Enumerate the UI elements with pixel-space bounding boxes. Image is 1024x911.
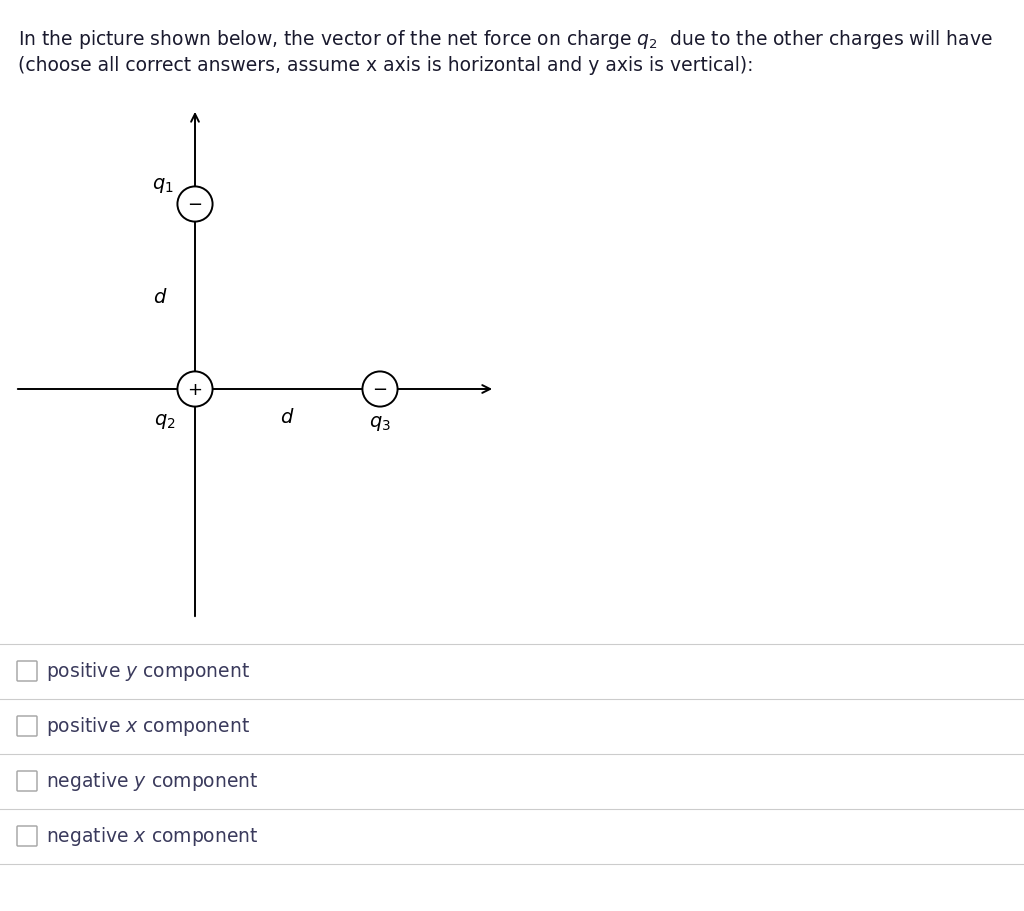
Text: $q_2$: $q_2$ <box>154 411 175 430</box>
Text: negative $x$ component: negative $x$ component <box>46 824 259 847</box>
Text: −: − <box>373 381 387 398</box>
Text: $d$: $d$ <box>153 288 168 307</box>
Circle shape <box>362 372 397 407</box>
Text: positive $x$ component: positive $x$ component <box>46 715 250 738</box>
FancyBboxPatch shape <box>17 826 37 846</box>
Text: negative $y$ component: negative $y$ component <box>46 770 259 793</box>
Text: positive $y$ component: positive $y$ component <box>46 660 250 682</box>
Circle shape <box>177 372 213 407</box>
Text: −: − <box>187 196 203 214</box>
Text: +: + <box>187 381 203 398</box>
FancyBboxPatch shape <box>17 771 37 791</box>
Text: $q_3$: $q_3$ <box>369 413 391 432</box>
Text: $d$: $d$ <box>281 407 295 426</box>
Text: In the picture shown below, the vector of the net force on charge $q_2$  due to : In the picture shown below, the vector o… <box>18 28 993 51</box>
Text: $q_1$: $q_1$ <box>152 176 173 195</box>
Text: (choose all correct answers, assume x axis is horizontal and y axis is vertical): (choose all correct answers, assume x ax… <box>18 56 754 75</box>
Circle shape <box>177 188 213 222</box>
FancyBboxPatch shape <box>17 661 37 681</box>
FancyBboxPatch shape <box>17 716 37 736</box>
